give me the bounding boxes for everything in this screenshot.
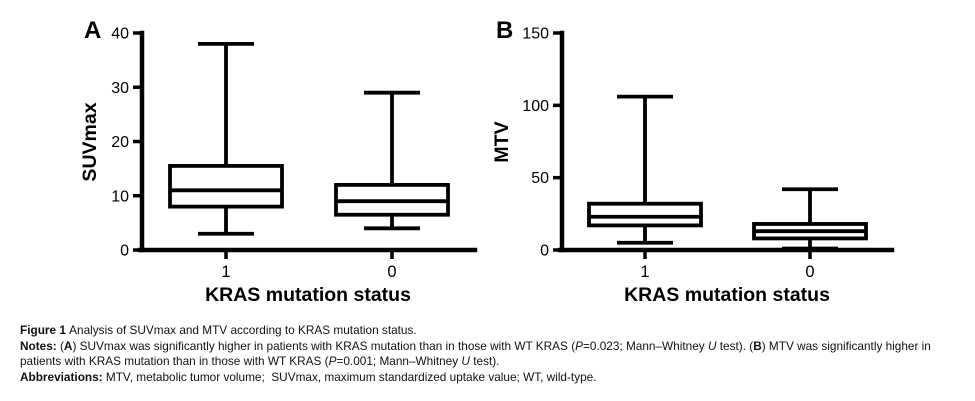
category-label: 0 bbox=[387, 263, 396, 281]
caption-segment: B bbox=[753, 338, 762, 353]
caption-segment: ( bbox=[59, 338, 64, 353]
panel-b-plot-area: 0 50 100 150 1 0 bbox=[522, 26, 895, 281]
box-rect bbox=[587, 201, 703, 228]
y-tick-label: 0 bbox=[540, 243, 549, 260]
caption-segment: Abbreviations: bbox=[20, 369, 106, 384]
caption-abbreviations: Abbreviations: MTV, metabolic tumor volu… bbox=[20, 370, 965, 386]
caption-segment: Notes: bbox=[20, 338, 60, 353]
y-tick-label: 100 bbox=[522, 98, 549, 115]
caption-segment: Figure 1 bbox=[20, 323, 70, 337]
y-tick-label: 20 bbox=[111, 134, 129, 151]
boxplot-panel-b: B MTV KRAS mutation status 0 50 100 150 1 0 bbox=[491, 17, 895, 306]
panel-a-letter: A bbox=[84, 17, 101, 44]
y-tick-label: 150 bbox=[522, 26, 549, 43]
panel-b-y-axis-title: MTV bbox=[491, 121, 513, 162]
caption-segment: A bbox=[63, 338, 73, 353]
figure-caption: Figure 1 Analysis of SUVmax and MTV acco… bbox=[20, 323, 965, 385]
panel-b-letter: B bbox=[496, 17, 513, 44]
category-label: 1 bbox=[640, 263, 649, 281]
caption-segment: ) SUVmax was significantly higher in pat… bbox=[72, 338, 576, 353]
caption-figure-line: Figure 1 Analysis of SUVmax and MTV acco… bbox=[20, 323, 965, 339]
caption-segment: U bbox=[707, 338, 717, 353]
category-label: 0 bbox=[805, 263, 814, 281]
box-rect bbox=[168, 164, 284, 209]
panel-b-x-axis-title: KRAS mutation status bbox=[624, 284, 830, 306]
caption-segment: =0.023; Mann–Whitney bbox=[583, 338, 708, 353]
y-tick-label: 40 bbox=[111, 26, 129, 43]
y-tick-label: 10 bbox=[111, 188, 129, 205]
caption-segment: test). bbox=[469, 354, 500, 368]
caption-segment: test). ( bbox=[716, 338, 754, 353]
caption-segment: U bbox=[461, 354, 470, 368]
boxplot-panel-a: A SUVmax KRAS mutation status 0102030401… bbox=[79, 17, 478, 306]
caption-segment: ) MTV was significantly higher in patien… bbox=[20, 338, 935, 369]
y-tick-label: 50 bbox=[531, 170, 549, 187]
y-tick-label: 0 bbox=[120, 243, 129, 260]
caption-segment: =0.001; Mann–Whitney bbox=[336, 354, 462, 368]
y-tick-label: 30 bbox=[111, 80, 129, 97]
caption-notes: Notes: (A) SUVmax was significantly high… bbox=[20, 339, 965, 370]
caption-segment: Analysis of SUVmax and MTV according to … bbox=[69, 323, 417, 337]
category-label: 1 bbox=[221, 263, 230, 281]
panel-a-y-axis-title: SUVmax bbox=[79, 102, 101, 181]
panel-a-x-axis-title: KRAS mutation status bbox=[205, 284, 411, 306]
caption-segment: P bbox=[575, 338, 583, 353]
caption-segment: MTV, metabolic tumor volume; SUVmax, max… bbox=[105, 369, 597, 384]
caption-segment: P bbox=[328, 354, 337, 368]
